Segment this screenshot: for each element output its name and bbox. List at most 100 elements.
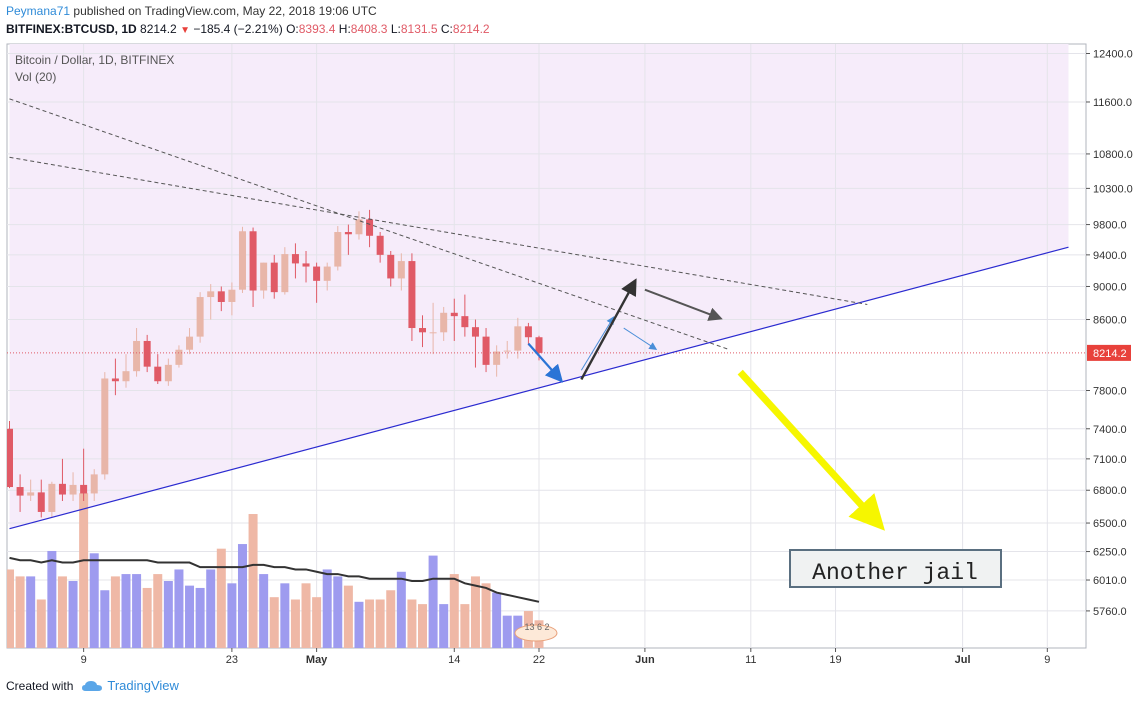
x-tick-label: Jun [635, 654, 655, 666]
volume-bar [492, 592, 502, 648]
y-tick-label: 10300.0 [1093, 183, 1133, 195]
low-value: 8131.5 [400, 22, 438, 36]
volume-bar [237, 544, 247, 648]
trendline-resistance-lower [9, 156, 868, 305]
volume-bar [449, 574, 459, 648]
candle-body [376, 235, 384, 255]
volume-bar [7, 569, 14, 648]
tradingview-link[interactable]: TradingView [81, 678, 179, 693]
volume-bar [248, 514, 258, 648]
candle-body [101, 378, 109, 475]
candle-body [535, 337, 543, 353]
low-label: L: [390, 22, 401, 36]
volume-bar [460, 604, 470, 648]
change-arrow-icon: ▼ [180, 25, 190, 36]
candle-body [133, 340, 141, 372]
candle-body [482, 336, 490, 365]
x-tick-label: 23 [226, 654, 238, 666]
high-value: 8408.3 [350, 22, 388, 36]
candle-body [408, 261, 416, 329]
x-tick-label: May [306, 654, 328, 666]
volume-bar [301, 583, 311, 648]
publish-line: Peymana71 published on TradingView.com, … [6, 4, 377, 18]
volume-bar [290, 599, 300, 648]
grid [7, 44, 1086, 648]
volume-bar [418, 604, 428, 648]
volume-pane [7, 493, 544, 648]
x-tick-label: Jul [955, 654, 971, 666]
last-price-label: 8214.2 [1093, 348, 1127, 360]
breakout-arrow [580, 278, 637, 380]
volume-bar [47, 550, 57, 648]
candle-body [48, 483, 56, 512]
volume-bar [343, 585, 353, 648]
volume-bar [142, 587, 152, 648]
candle-body [493, 351, 501, 365]
volume-bar [100, 590, 110, 648]
volume-bar [163, 581, 173, 648]
volume-bar [322, 569, 332, 648]
volume-bar [396, 571, 406, 648]
price-axis: 12400.0 11600.0 10800.0 10300.0 9800.0 9400.0… [1086, 49, 1133, 618]
volume-bar [26, 576, 36, 648]
candle-body [387, 254, 395, 279]
volume-bar [407, 599, 417, 648]
retest-arrow [644, 288, 723, 321]
tradingview-brand: TradingView [107, 678, 179, 693]
candle-body [249, 231, 257, 291]
candle-body [186, 336, 194, 350]
x-tick-label: 11 [745, 654, 756, 666]
volume-badge: 13 6 2 [514, 622, 558, 642]
candle-body [260, 262, 268, 291]
author-link[interactable]: Peymana71 [6, 4, 71, 18]
legend-title: Bitcoin / Dollar, 1D, BITFINEX [15, 53, 174, 67]
high-label: H: [338, 22, 351, 36]
volume-bar [121, 574, 131, 648]
x-tick-label: 19 [829, 654, 841, 666]
candle-body [16, 487, 24, 496]
volume-bar [195, 587, 205, 648]
cloud-icon [82, 680, 103, 691]
y-tick-label: 6500.0 [1093, 518, 1127, 530]
annotation-frame [789, 549, 1002, 588]
volume-bar [36, 599, 46, 648]
candle-body [69, 484, 77, 495]
volume-bar [110, 576, 120, 648]
volume-bar [470, 576, 480, 648]
created-with-text: Created with [6, 678, 74, 693]
candle-body [503, 350, 511, 352]
volume-bar [153, 574, 163, 648]
published-text: published on TradingView.com, May 22, 20… [73, 4, 377, 18]
y-tick-label: 6010.0 [1093, 575, 1127, 587]
volume-bar [57, 576, 67, 648]
y-tick-label: 6250.0 [1093, 547, 1127, 559]
candle-body [37, 492, 45, 512]
candle-body [207, 291, 215, 298]
candle-body [143, 340, 151, 367]
trendline-resistance-upper [9, 98, 730, 351]
candle-body [344, 232, 352, 235]
price-change: −185.4 (−2.21%) [193, 22, 283, 36]
volume-bar [206, 569, 216, 648]
volume-bar [333, 576, 343, 648]
y-tick-label: 12400.0 [1093, 49, 1133, 61]
volume-bar [259, 574, 269, 648]
x-tick-label: 22 [533, 654, 545, 666]
candle-body [429, 332, 437, 334]
y-tick-label: 5760.0 [1093, 606, 1127, 618]
candle-body [313, 266, 321, 281]
y-tick-label: 7100.0 [1093, 454, 1127, 466]
volume-bar [375, 599, 385, 648]
candle-body [196, 297, 204, 337]
candle-body [164, 364, 172, 382]
y-tick-label: 9400.0 [1093, 250, 1127, 262]
x-tick-label: 9 [1044, 654, 1050, 666]
candle-body [471, 327, 479, 337]
candle-body [281, 254, 289, 293]
candle-body [154, 366, 162, 382]
annotation-box[interactable]: Another jail [789, 549, 1002, 588]
volume-bar [280, 583, 290, 648]
candle-body [238, 231, 246, 290]
candle-body [270, 262, 278, 293]
